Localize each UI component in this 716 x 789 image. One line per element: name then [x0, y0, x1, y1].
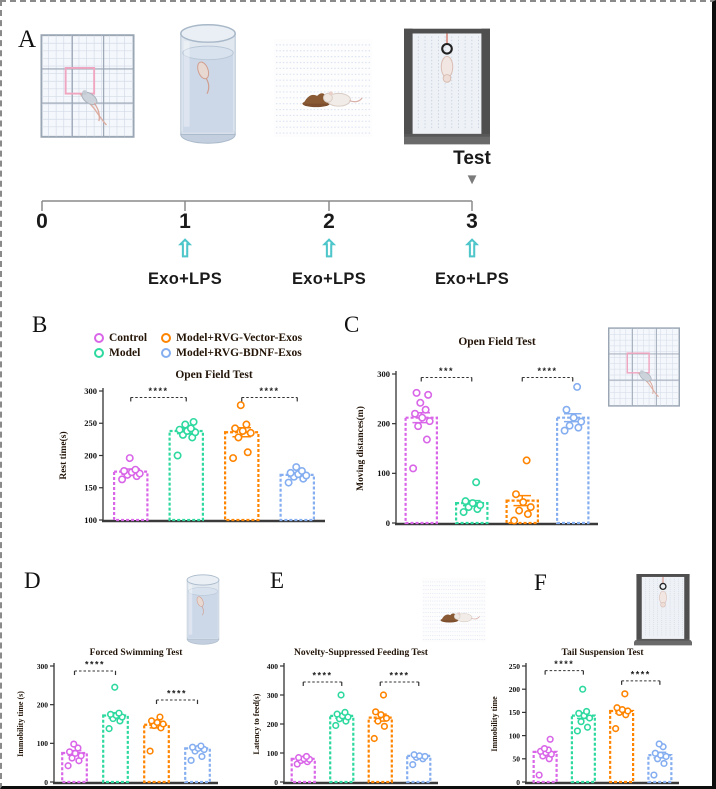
legend: Control Model+RVG-Vector-Exos Model Mode… [94, 332, 302, 359]
timeline-tick-2: 2 [323, 210, 335, 233]
test-marker-triangle-icon: ▼ [464, 171, 480, 188]
svg-text:****: **** [312, 670, 332, 680]
chart-open-field-rest-time: Open Field Test Rest time(s) 100 150 200 250 3… [57, 365, 337, 527]
svg-text:100: 100 [377, 468, 390, 478]
svg-text:****: **** [167, 689, 187, 699]
svg-text:****: **** [148, 386, 168, 396]
svg-text:****: **** [554, 659, 574, 669]
svg-text:100: 100 [267, 749, 279, 758]
injection-arrow-icon: ⇧ [461, 236, 483, 263]
swim-cylinder-inset-image [180, 572, 226, 646]
bar-chart-svg: Novelty-Suppressed Feeding Test Latency t… [252, 648, 438, 787]
svg-text:100: 100 [37, 739, 49, 748]
chart-open-field-moving-distance: Open Field Test Moving distances(m) 0 100 20… [354, 332, 610, 532]
bdnf-exos-marker-icon [161, 348, 172, 358]
svg-text:200: 200 [509, 685, 521, 694]
svg-text:Latency to feed(s): Latency to feed(s) [252, 693, 261, 754]
svg-text:****: **** [85, 660, 105, 670]
svg-text:200: 200 [267, 720, 279, 729]
svg-text:****: **** [537, 366, 557, 376]
svg-text:300: 300 [377, 369, 390, 379]
panel-f-label: F [534, 570, 547, 595]
injection-arrow-icon: ⇧ [174, 236, 196, 263]
legend-label-vector-exos: Model+RVG-Vector-Exos [176, 332, 303, 344]
legend-label-bdnf-exos: Model+RVG-BDNF-Exos [176, 347, 302, 359]
panel-b-label: B [32, 312, 48, 337]
panel-a-label: A [18, 26, 37, 53]
svg-text:***: *** [439, 366, 454, 376]
svg-text:Immobility time: Immobility time [490, 696, 499, 752]
svg-text:****: **** [631, 669, 651, 679]
legend-item-control: Control [94, 332, 147, 344]
svg-text:0: 0 [44, 778, 48, 787]
svg-text:300: 300 [37, 662, 49, 671]
svg-text:150: 150 [84, 483, 97, 493]
svg-text:0: 0 [386, 518, 390, 528]
timeline-axis [41, 200, 473, 211]
chart-tail-suspension: Tail Suspension Test Immobility time 0 50 10… [488, 642, 693, 787]
open-field-apparatus-image [40, 32, 135, 140]
svg-text:250: 250 [84, 418, 97, 428]
svg-text:200: 200 [37, 700, 49, 709]
svg-text:0: 0 [516, 778, 520, 787]
svg-text:400: 400 [267, 662, 279, 671]
tail-suspension-apparatus-image [404, 28, 490, 146]
panel-c-label: C [344, 312, 360, 337]
svg-text:****: **** [259, 386, 279, 396]
legend-item-vector-exos: Model+RVG-Vector-Exos [161, 332, 302, 344]
panel-e-label: E [270, 568, 285, 593]
bar-chart-svg: Open Field Test Rest time(s) 100 150 200 250 3… [58, 369, 325, 525]
svg-text:100: 100 [84, 515, 97, 525]
timeline-tick-0: 0 [36, 210, 48, 233]
svg-text:****: **** [389, 670, 409, 680]
model-marker-icon [94, 348, 104, 358]
control-marker-icon [94, 333, 104, 343]
test-label: Test [453, 148, 491, 169]
bar-chart-svg: Forced Swimming Test Immobility time (s) 0… [16, 648, 218, 787]
open-field-inset-image [602, 327, 686, 407]
svg-text:250: 250 [509, 662, 521, 671]
svg-text:Forced Swimming Test: Forced Swimming Test [90, 648, 184, 658]
injection-label-3: Exo+LPS [434, 270, 510, 288]
injection-label-1: Exo+LPS [147, 270, 223, 288]
tail-suspension-inset-image [634, 574, 692, 646]
svg-text:300: 300 [267, 691, 279, 700]
feeding-box-apparatus-image [274, 38, 372, 138]
svg-text:0: 0 [274, 778, 278, 787]
bar-chart-svg: Tail Suspension Test Immobility time 0 50 10… [490, 648, 679, 787]
swim-cylinder-apparatus-image [174, 18, 242, 148]
svg-text:200: 200 [377, 418, 390, 428]
svg-text:100: 100 [509, 731, 521, 740]
svg-text:300: 300 [84, 386, 97, 396]
vector-exos-marker-icon [161, 333, 172, 343]
svg-text:Immobility time (s): Immobility time (s) [16, 691, 25, 757]
timeline-tick-3: 3 [466, 210, 478, 233]
legend-item-bdnf-exos: Model+RVG-BDNF-Exos [161, 347, 302, 359]
timeline-tick-1: 1 [179, 210, 191, 233]
svg-text:200: 200 [84, 450, 97, 460]
svg-text:Novelty-Suppressed Feeding Tes: Novelty-Suppressed Feeding Test [294, 648, 429, 658]
svg-text:50: 50 [513, 755, 521, 764]
injection-label-2: Exo+LPS [291, 270, 367, 288]
injection-arrow-icon: ⇧ [318, 236, 340, 263]
chart-novelty-suppressed-feeding: Novelty-Suppressed Feeding Test Latency t… [250, 642, 448, 787]
svg-text:Open Field Test: Open Field Test [458, 336, 535, 348]
legend-item-model: Model [94, 347, 147, 359]
feeding-box-inset-image [422, 577, 486, 643]
legend-label-control: Control [109, 332, 148, 344]
svg-text:150: 150 [509, 708, 521, 717]
svg-text:Moving distances(m): Moving distances(m) [355, 406, 366, 491]
svg-text:Rest time(s): Rest time(s) [58, 431, 69, 479]
svg-text:Tail Suspension Test: Tail Suspension Test [561, 648, 644, 658]
chart-forced-swimming: Forced Swimming Test Immobility time (s) 0… [14, 642, 242, 787]
bar-chart-svg: Open Field Test Moving distances(m) 0 100 20… [355, 336, 598, 528]
svg-text:Open Field Test: Open Field Test [175, 369, 252, 381]
legend-label-model: Model [109, 347, 141, 359]
panel-d-label: D [24, 568, 41, 593]
